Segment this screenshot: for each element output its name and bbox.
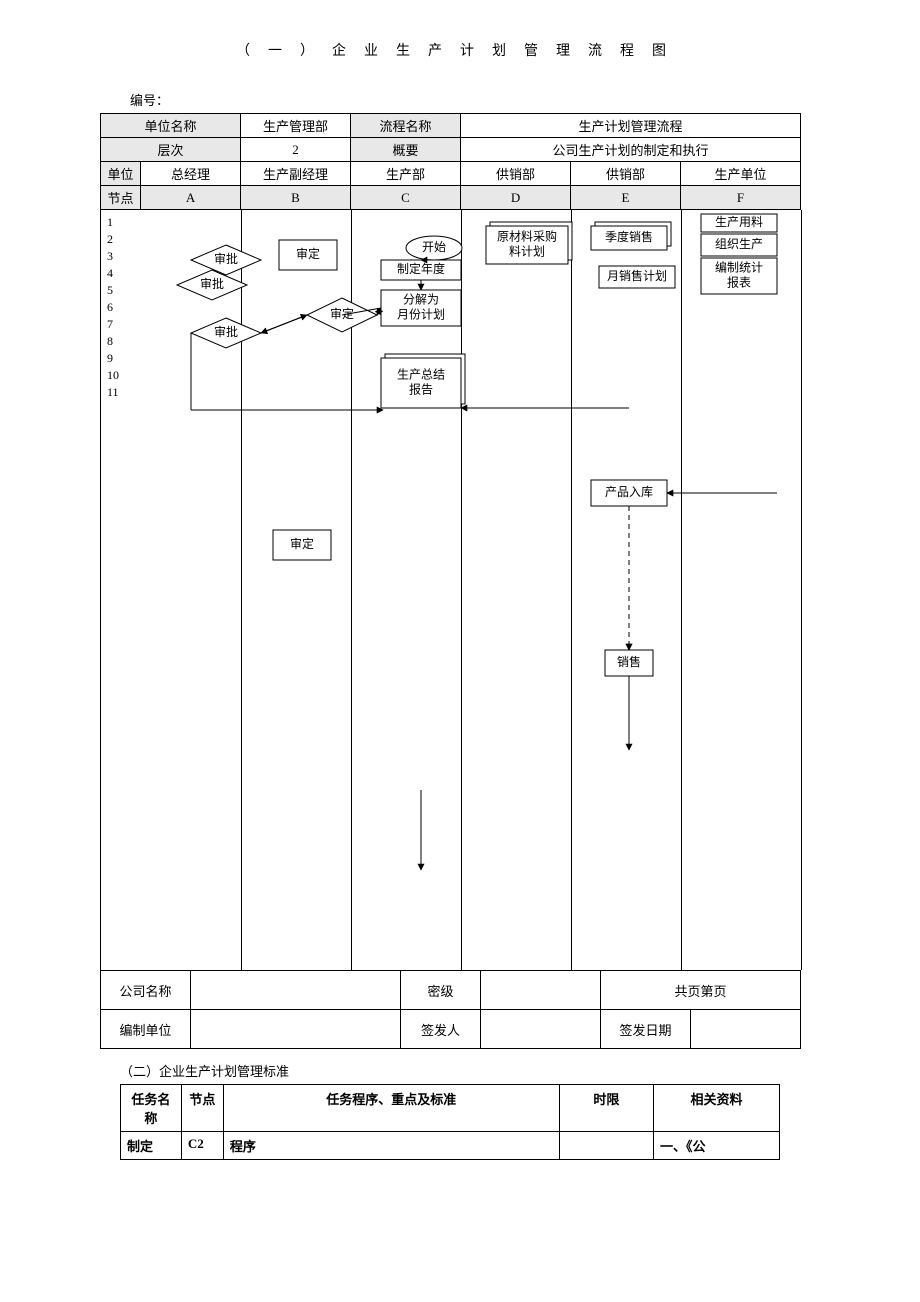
svg-text:审批: 审批 xyxy=(214,324,238,339)
svg-text:月销售计划: 月销售计划 xyxy=(607,268,667,283)
col-1: 生产副经理 xyxy=(241,162,351,186)
header-table: 单位名称 生产管理部 流程名称 生产计划管理流程 层次 2 概要 公司生产计划的… xyxy=(100,113,801,210)
std-col-header: 任务名称 xyxy=(121,1085,182,1132)
page-title: （一）企业生产计划管理流程图 xyxy=(100,40,820,60)
flow-name-value: 生产计划管理流程 xyxy=(461,114,801,138)
secret-label: 密级 xyxy=(401,971,481,1010)
svg-text:审定: 审定 xyxy=(290,536,314,551)
unit-name-value: 生产管理部 xyxy=(241,114,351,138)
level-value: 2 xyxy=(241,138,351,162)
std-col-header: 时限 xyxy=(559,1085,653,1132)
summary-value: 公司生产计划的制定和执行 xyxy=(461,138,801,162)
compile-label: 编制单位 xyxy=(101,1010,191,1049)
svg-text:分解为: 分解为 xyxy=(403,292,439,306)
secret-value xyxy=(481,971,601,1010)
col-4: 供销部 xyxy=(571,162,681,186)
company-label: 公司名称 xyxy=(101,971,191,1010)
svg-text:审定: 审定 xyxy=(296,246,320,261)
page-label: 共页第页 xyxy=(601,971,801,1010)
std-cell: 程序 xyxy=(223,1132,559,1160)
svg-text:编制统计: 编制统计 xyxy=(715,259,763,274)
svg-text:制定年度: 制定年度 xyxy=(397,261,445,276)
level-label: 层次 xyxy=(101,138,241,162)
svg-text:报表: 报表 xyxy=(727,274,751,289)
svg-text:组织生产: 组织生产 xyxy=(715,237,763,251)
svg-text:审批: 审批 xyxy=(214,251,238,266)
node-D: D xyxy=(461,186,571,210)
summary-label: 概要 xyxy=(351,138,461,162)
unit-name-label: 单位名称 xyxy=(101,114,241,138)
std-col-header: 相关资料 xyxy=(654,1085,780,1132)
svg-text:报告: 报告 xyxy=(409,381,433,396)
std-cell: 一、《公 xyxy=(654,1132,780,1160)
col-2: 生产部 xyxy=(351,162,461,186)
footer-table: 公司名称 密级 共页第页 编制单位 签发人 签发日期 xyxy=(100,970,801,1049)
std-col-header: 任务程序、重点及标准 xyxy=(223,1085,559,1132)
col-0: 总经理 xyxy=(141,162,241,186)
node-C: C xyxy=(351,186,461,210)
std-cell: C2 xyxy=(181,1132,223,1160)
node-A: A xyxy=(141,186,241,210)
flowchart-canvas: 1234567891011 审批审批审批审定审定审定开始制定年度分解为月份计划生… xyxy=(100,210,802,970)
col-3: 供销部 xyxy=(461,162,571,186)
svg-text:开始: 开始 xyxy=(422,240,446,254)
signer-value xyxy=(481,1010,601,1049)
std-col-header: 节点 xyxy=(181,1085,223,1132)
sign-date-label: 签发日期 xyxy=(601,1010,691,1049)
serial-number-label: 编号： xyxy=(130,90,820,109)
svg-text:审批: 审批 xyxy=(200,276,224,291)
signer-label: 签发人 xyxy=(401,1010,481,1049)
svg-text:销售: 销售 xyxy=(617,654,641,669)
svg-text:生产用料: 生产用料 xyxy=(715,215,763,229)
sign-date-value xyxy=(691,1010,801,1049)
svg-text:产品入库: 产品入库 xyxy=(605,484,653,499)
node-E: E xyxy=(571,186,681,210)
unit-row-label: 单位 xyxy=(101,162,141,186)
section2-title: （二）企业生产计划管理标准 xyxy=(120,1061,820,1080)
node-row-label: 节点 xyxy=(101,186,141,210)
col-5: 生产单位 xyxy=(681,162,801,186)
std-cell xyxy=(559,1132,653,1160)
node-B: B xyxy=(241,186,351,210)
svg-text:原材料采购: 原材料采购 xyxy=(497,228,557,243)
node-F: F xyxy=(681,186,801,210)
svg-text:月份计划: 月份计划 xyxy=(397,307,445,321)
svg-text:季度销售: 季度销售 xyxy=(605,229,653,244)
compile-value xyxy=(191,1010,401,1049)
std-cell: 制定 xyxy=(121,1132,182,1160)
standards-table: 任务名称节点任务程序、重点及标准时限相关资料制定C2程序 一、《公 xyxy=(120,1084,780,1160)
company-value xyxy=(191,971,401,1010)
svg-text:生产总结: 生产总结 xyxy=(397,367,445,381)
flow-name-label: 流程名称 xyxy=(351,114,461,138)
svg-text:料计划: 料计划 xyxy=(509,244,545,258)
